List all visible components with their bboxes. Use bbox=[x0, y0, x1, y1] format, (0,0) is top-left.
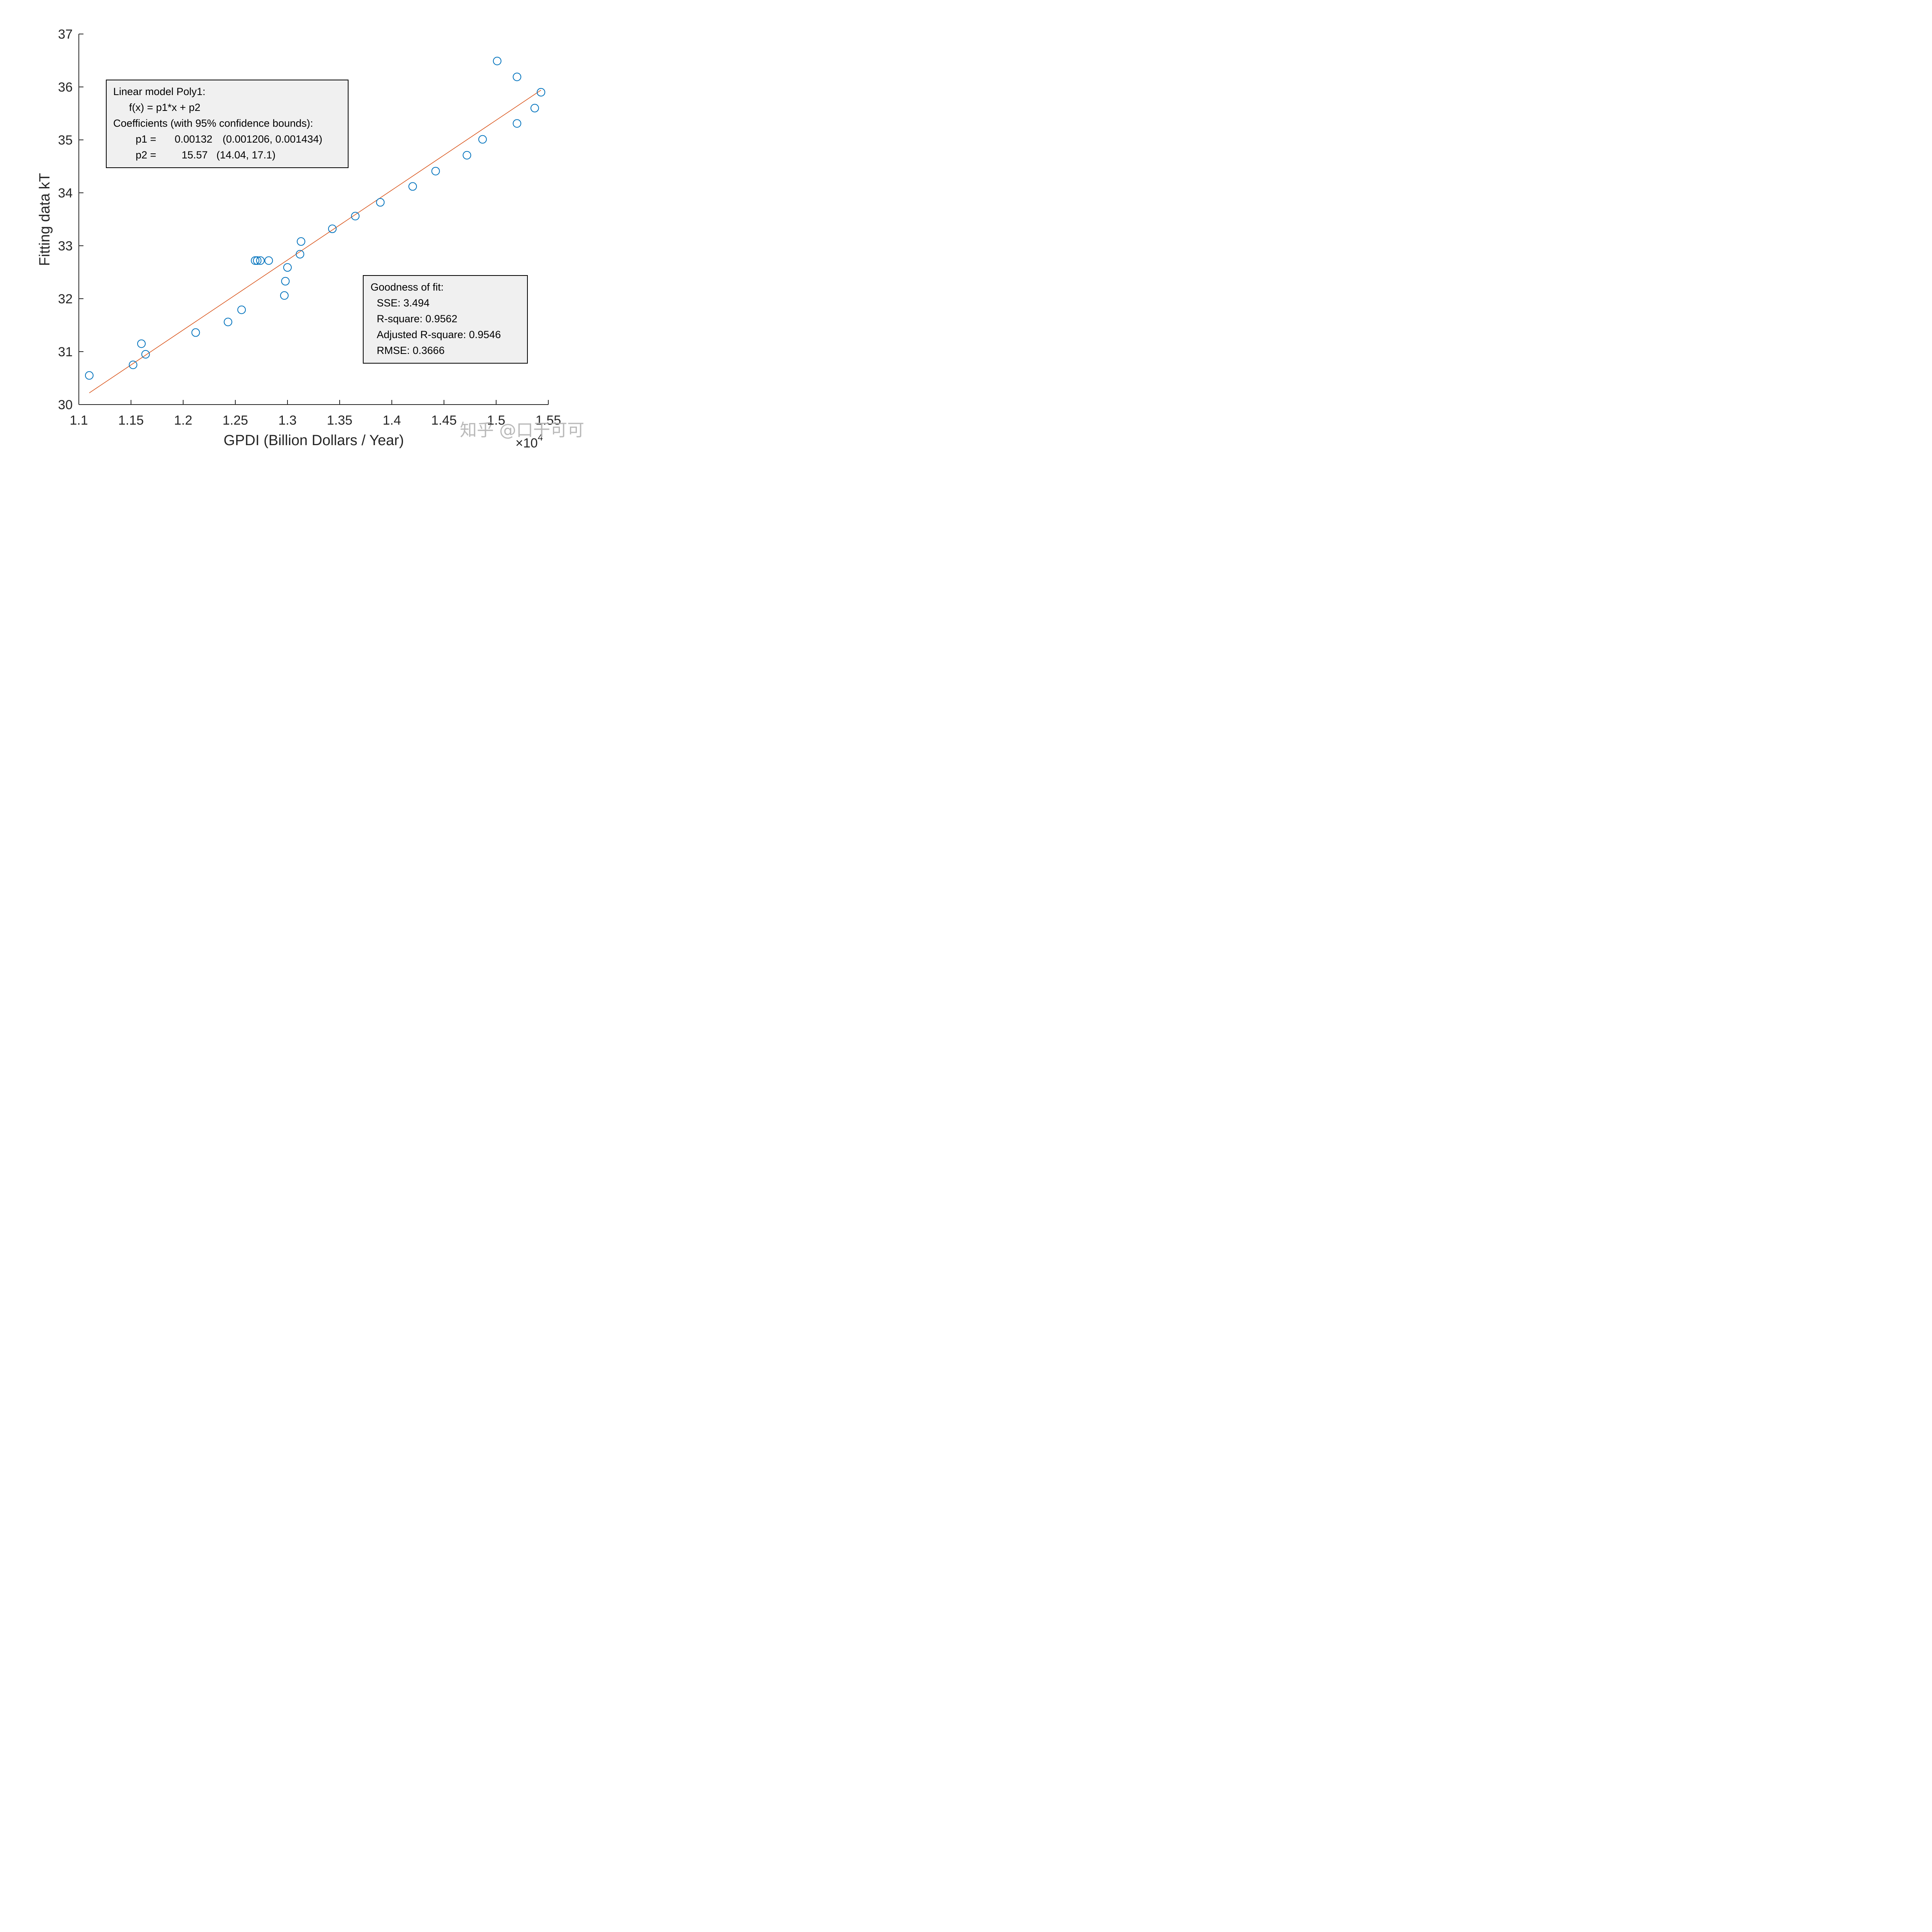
data-point bbox=[137, 339, 146, 348]
model-box bbox=[106, 80, 349, 168]
data-point bbox=[224, 318, 233, 327]
axes bbox=[78, 34, 548, 405]
x-tick-label: 1.4 bbox=[383, 413, 401, 428]
x-tick-label: 1.45 bbox=[431, 413, 457, 428]
x-tick-label: 1.15 bbox=[118, 413, 144, 428]
data-point bbox=[296, 250, 304, 259]
data-point bbox=[280, 291, 289, 300]
model-equation: f(x) = p1*x + p2 bbox=[129, 102, 201, 113]
data-point bbox=[376, 198, 385, 207]
data-point bbox=[351, 212, 360, 221]
data-point bbox=[328, 224, 337, 233]
fit-line-path bbox=[89, 90, 541, 393]
x-tick-label: 1.55 bbox=[536, 413, 561, 428]
model-box-text: Linear model Poly1: f(x) = p1*x + p2 Coe… bbox=[113, 86, 322, 161]
p2-bounds: (14.04, 17.1) bbox=[216, 149, 276, 161]
y-tick-label: 35 bbox=[58, 133, 73, 148]
data-point bbox=[251, 256, 260, 265]
x-tick-label: 1.3 bbox=[278, 413, 296, 428]
y-tick-label: 37 bbox=[58, 27, 73, 42]
coeff-header: Coefficients (with 95% confidence bounds… bbox=[113, 117, 313, 129]
gof-adj-rsquare: Adjusted R-square: 0.9546 bbox=[377, 329, 501, 340]
x-tick-label: 1.2 bbox=[174, 413, 192, 428]
model-title: Linear model Poly1: bbox=[113, 86, 206, 97]
data-point bbox=[537, 88, 546, 97]
gof-box-text: Goodness of fit: SSE: 3.494 R-square: 0.… bbox=[371, 281, 501, 356]
data-point bbox=[191, 328, 200, 337]
data-point bbox=[297, 237, 306, 246]
watermark: 知乎 @口干可可 bbox=[460, 420, 584, 440]
y-axis-label: Fitting data kT bbox=[37, 173, 53, 266]
p1-label: p1 = bbox=[136, 133, 156, 145]
data-point bbox=[478, 135, 487, 144]
y-tick-label: 31 bbox=[58, 345, 73, 359]
x-axis-label: GPDI (Billion Dollars / Year) bbox=[224, 432, 404, 449]
y-tick-label: 33 bbox=[58, 239, 73, 253]
data-point bbox=[513, 119, 521, 128]
data-point bbox=[408, 182, 417, 191]
data-point bbox=[493, 56, 502, 65]
y-tick-label: 36 bbox=[58, 80, 73, 95]
x-ticks: 1.1 1.15 1.2 1.25 1.3 1.35 1.4 1.45 1.5 1.55 bbox=[70, 400, 561, 428]
p2-value: 15.57 bbox=[182, 149, 208, 161]
data-point bbox=[256, 256, 265, 265]
y-tick-label: 32 bbox=[58, 292, 73, 306]
p1-value: 0.00132 bbox=[175, 133, 213, 145]
y-ticks: 30 31 32 33 34 35 36 37 bbox=[58, 27, 83, 412]
fit-line bbox=[89, 90, 541, 393]
data-point bbox=[281, 277, 290, 286]
x-multiplier: ×104 bbox=[515, 432, 543, 450]
gof-box bbox=[363, 275, 528, 364]
p2-label: p2 = bbox=[136, 149, 156, 161]
x-tick-label: 1.1 bbox=[70, 413, 88, 428]
y-tick-label: 30 bbox=[58, 398, 73, 412]
gof-rmse: RMSE: 0.3666 bbox=[377, 345, 445, 356]
y-tick-label: 34 bbox=[58, 186, 73, 201]
data-point bbox=[85, 371, 94, 380]
data-point bbox=[513, 72, 521, 81]
data-point bbox=[431, 167, 440, 175]
scatter-chart: 1.1 1.15 1.2 1.25 1.3 1.35 1.4 1.45 1.5 1.55 30 31… bbox=[37, 27, 584, 450]
data-point bbox=[253, 256, 262, 265]
x-tick-label: 1.5 bbox=[487, 413, 505, 428]
data-point bbox=[283, 263, 292, 272]
data-point bbox=[129, 361, 138, 369]
gof-title: Goodness of fit: bbox=[371, 281, 444, 293]
p1-bounds: (0.001206, 0.001434) bbox=[223, 133, 322, 145]
data-point bbox=[141, 350, 150, 359]
data-point bbox=[264, 256, 273, 265]
gof-rsquare: R-square: 0.9562 bbox=[377, 313, 457, 325]
data-point bbox=[530, 104, 539, 112]
gof-sse: SSE: 3.494 bbox=[377, 297, 430, 309]
data-point bbox=[237, 305, 246, 314]
x-tick-label: 1.25 bbox=[223, 413, 248, 428]
data-points bbox=[85, 56, 546, 380]
x-tick-label: 1.35 bbox=[327, 413, 352, 428]
data-point bbox=[463, 151, 471, 160]
